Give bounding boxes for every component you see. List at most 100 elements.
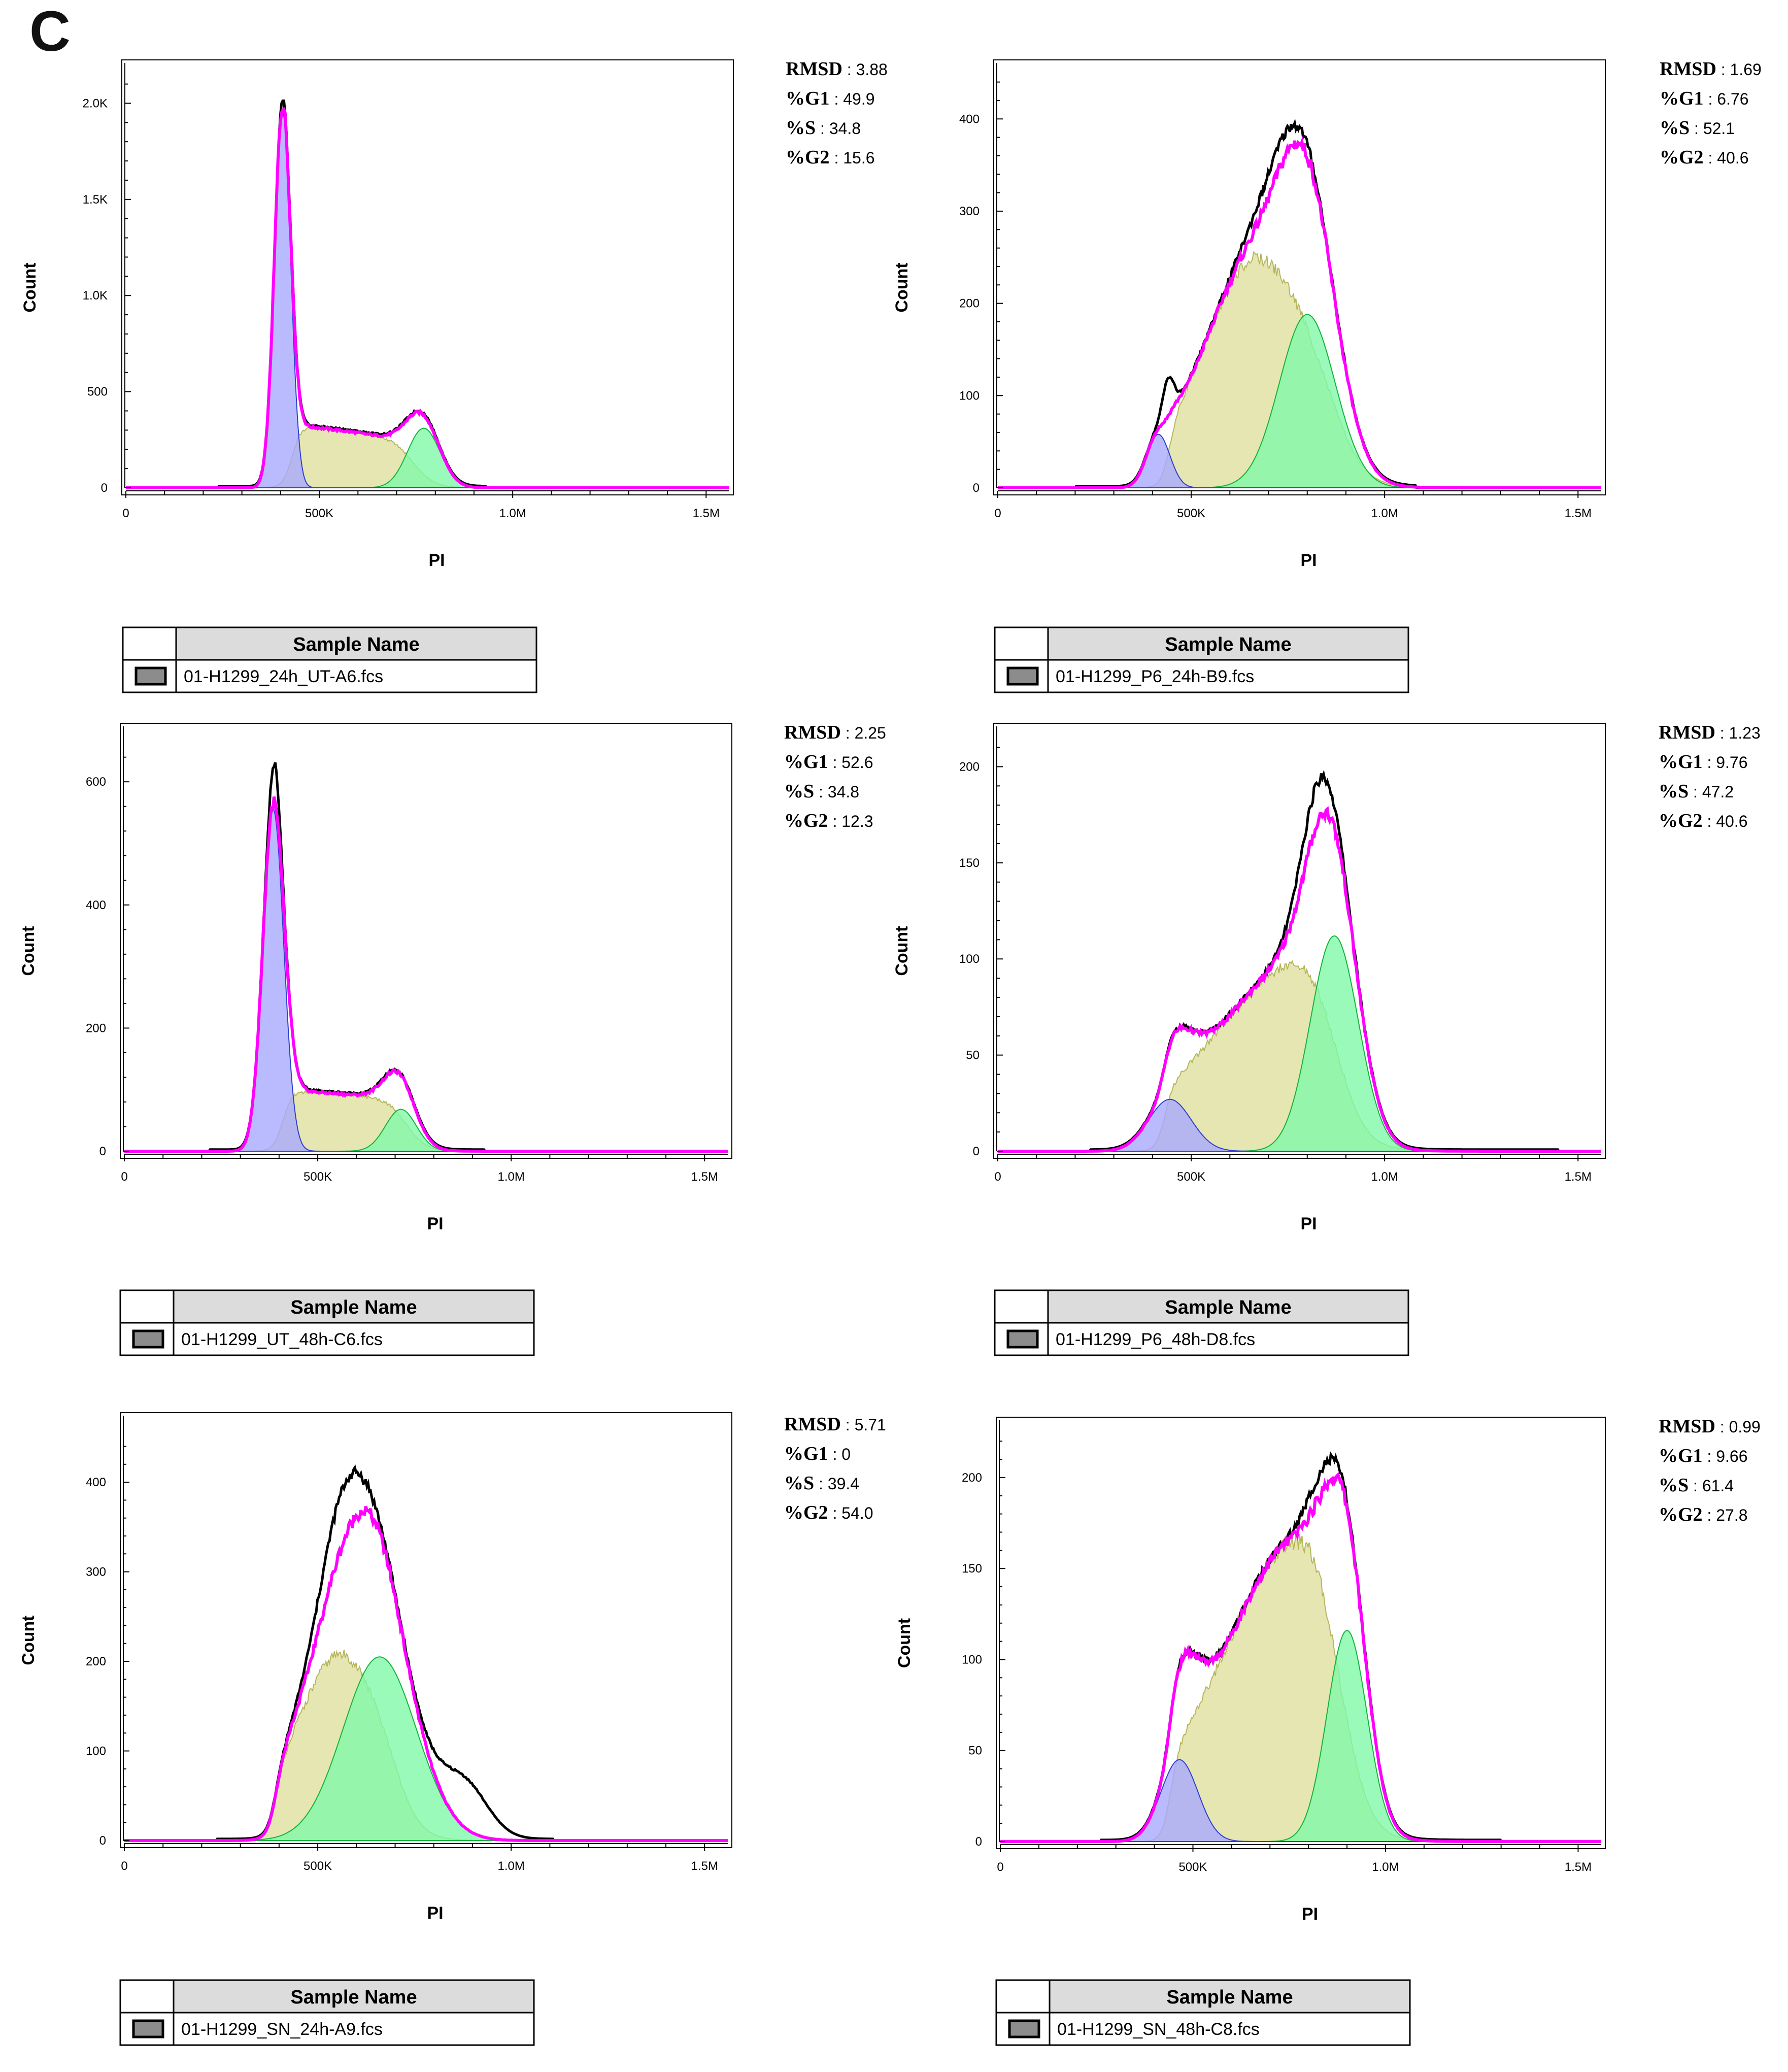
histogram-panel-3: 0 200 400 600 0 500K 1.0M 1.5M PI Count RMSD : 2.2… (19, 722, 886, 1356)
raw-histogram-line (998, 770, 1601, 1153)
x-axis-label: PI (427, 1903, 443, 1923)
y-tick-label: 0 (101, 481, 108, 495)
y-tick-label: 400 (86, 1476, 106, 1489)
x-tick-label: 0 (997, 1860, 1003, 1874)
x-tick-label: 1.0M (1371, 507, 1398, 520)
stat-pct-s: %S : 34.8 (784, 781, 859, 802)
table-header-label: Sample Name (1165, 634, 1291, 655)
x-tick-label: 1.5M (693, 507, 720, 520)
y-axis-label: Count (19, 926, 38, 976)
y-tick-label: 150 (962, 1562, 982, 1576)
fit-statistics: RMSD : 3.88 %G1 : 49.9 %S : 34.8 %G2 : 15.6 (786, 58, 888, 168)
x-tick-label: 1.0M (497, 1170, 524, 1184)
sample-name-table: Sample Name 01-H1299_SN_24h-A9.fcs (119, 1979, 535, 2046)
stat-pct-g1: %G1 : 49.9 (786, 88, 875, 109)
y-axis-label: Count (19, 1615, 38, 1665)
stat-pct-g1: %G1 : 0 (784, 1443, 851, 1464)
plot-area (1000, 1451, 1601, 1843)
sample-name-table: Sample Name 01-H1299_UT_48h-C6.fcs (119, 1289, 535, 1356)
stat-pct-g2: %G2 : 15.6 (786, 147, 875, 168)
stat-rmsd: RMSD : 1.23 (1659, 722, 1761, 743)
table-header-cell (173, 1289, 535, 1324)
x-tick-label: 1.5M (691, 1859, 718, 1873)
x-tick-label: 500K (1177, 1170, 1205, 1184)
stat-pct-g2: %G2 : 40.6 (1660, 147, 1749, 168)
sample-name-value: 01-H1299_P6_48h-D8.fcs (1056, 1330, 1255, 1349)
plot-area (998, 118, 1601, 489)
plot-area (126, 99, 729, 489)
sample-color-swatch (1006, 1329, 1039, 1349)
table-header-label: Sample Name (290, 1297, 417, 1318)
x-tick-label: 1.0M (1371, 1170, 1398, 1184)
model-fit-line (124, 796, 728, 1153)
sample-color-swatch (132, 2019, 164, 2038)
stat-pct-g2: %G2 : 54.0 (784, 1502, 873, 1523)
y-tick-label: 0 (99, 1145, 106, 1158)
y-tick-label: 200 (962, 1471, 982, 1485)
x-tick-label: 1.0M (499, 507, 526, 520)
stat-rmsd: RMSD : 2.25 (784, 722, 886, 743)
y-axis-label: Count (892, 262, 912, 312)
y-tick-label: 0 (973, 1145, 980, 1158)
x-tick-label: 0 (994, 507, 1001, 520)
plot-area (124, 1464, 728, 1842)
stat-pct-g1: %G1 : 6.76 (1660, 88, 1749, 109)
stat-rmsd: RMSD : 0.99 (1659, 1416, 1761, 1437)
y-tick-label: 50 (966, 1049, 980, 1062)
plot-area (124, 762, 728, 1153)
y-tick-label: 300 (959, 205, 980, 218)
y-axis-label: Count (895, 1618, 914, 1668)
stat-pct-s: %S : 47.2 (1659, 781, 1734, 802)
stat-pct-g1: %G1 : 52.6 (784, 751, 873, 773)
plot-area (998, 770, 1601, 1153)
x-tick-label: 1.5M (1565, 1170, 1592, 1184)
histogram-panel-4: 0 50 100 150 200 0 500K 1.0M 1.5M PI Count RMSD : 1… (892, 722, 1761, 1356)
sample-name-table: Sample Name 01-H1299_24h_UT-A6.fcs (122, 626, 537, 693)
fit-statistics: RMSD : 2.25 %G1 : 52.6 %S : 34.8 %G2 : 12.3 (784, 722, 886, 831)
x-axis-label: PI (427, 1214, 443, 1233)
sample-name-table: Sample Name 01-H1299_P6_48h-D8.fcs (994, 1289, 1409, 1356)
sample-color-swatch (1006, 666, 1039, 686)
histogram-panel-1: 0 500 1.0K 1.5K 2.0K 0 500K 1.0M 1.5M PI Count RMSD… (20, 58, 888, 693)
table-header-cell (1049, 1979, 1411, 2014)
table-header-cell (1047, 626, 1409, 661)
y-axis-label: Count (20, 262, 40, 312)
plot-frame (120, 723, 732, 1159)
x-tick-label: 500K (1178, 1860, 1207, 1874)
sample-name-value: 01-H1299_SN_48h-C8.fcs (1057, 2020, 1260, 2039)
x-tick-label: 0 (994, 1170, 1001, 1184)
stat-pct-s: %S : 61.4 (1659, 1475, 1734, 1496)
y-tick-label: 200 (86, 1021, 106, 1035)
x-tick-label: 0 (121, 1170, 127, 1184)
histogram-panel-5: 0 100 200 300 400 0 500K 1.0M 1.5M PI Count RMSD : … (19, 1412, 886, 2046)
model-fit-line (126, 107, 729, 489)
histogram-panel-6: 0 50 100 150 200 0 500K 1.0M 1.5M PI Count RMSD : 0… (895, 1416, 1761, 2046)
x-tick-label: 0 (122, 507, 129, 520)
y-tick-label: 200 (86, 1655, 106, 1668)
table-header-label: Sample Name (1165, 1297, 1291, 1318)
y-tick-label: 600 (86, 775, 106, 789)
stat-pct-g1: %G1 : 9.66 (1659, 1445, 1748, 1466)
sample-name-value: 01-H1299_P6_24h-B9.fcs (1056, 667, 1254, 686)
stat-pct-s: %S : 52.1 (1660, 117, 1735, 139)
model-fit-line (998, 136, 1601, 489)
histogram-panel-2: 0 100 200 300 400 0 500K 1.0M 1.5M PI Count RMSD : … (892, 58, 1762, 693)
y-tick-label: 0 (975, 1835, 982, 1849)
stat-pct-s: %S : 39.4 (784, 1473, 859, 1494)
y-tick-label: 150 (959, 856, 980, 870)
y-tick-label: 400 (959, 112, 980, 126)
x-axis-label: PI (1300, 1214, 1317, 1233)
sample-color-swatch (134, 666, 167, 686)
x-tick-label: 1.0M (1372, 1860, 1399, 1874)
stat-pct-g1: %G1 : 9.76 (1659, 751, 1748, 773)
fit-statistics: RMSD : 1.23 %G1 : 9.76 %S : 47.2 %G2 : 40.6 (1659, 722, 1761, 831)
y-tick-label: 100 (959, 389, 980, 403)
y-tick-label: 1.0K (83, 289, 108, 303)
y-tick-label: 0 (973, 481, 980, 495)
sample-name-value: 01-H1299_24h_UT-A6.fcs (184, 667, 383, 686)
stat-pct-g2: %G2 : 12.3 (784, 810, 873, 831)
x-tick-label: 500K (1177, 507, 1205, 520)
model-fit-line (1000, 1472, 1601, 1843)
y-tick-label: 1.5K (83, 193, 108, 207)
